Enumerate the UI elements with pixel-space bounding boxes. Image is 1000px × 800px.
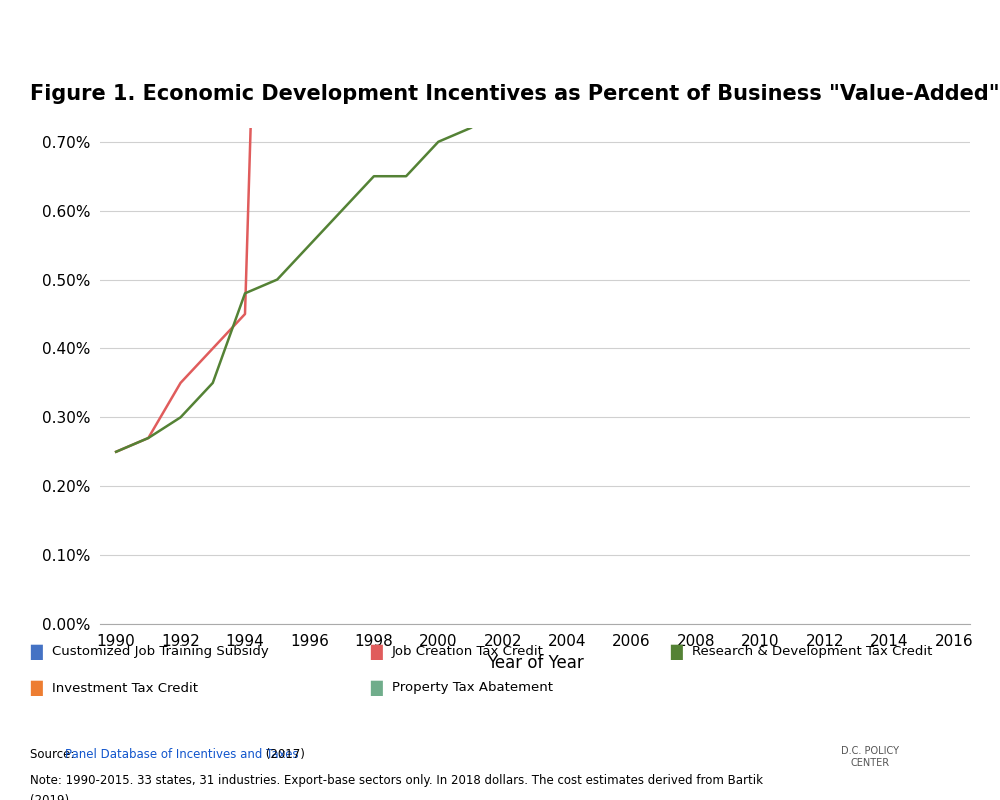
Text: Note: 1990-2015. 33 states, 31 industries. Export-base sectors only. In 2018 dol: Note: 1990-2015. 33 states, 31 industrie… [30,774,763,786]
Text: Job Creation Tax Credit: Job Creation Tax Credit [392,646,544,658]
Text: █: █ [370,680,382,696]
Text: Panel Database of Incentives and Taxes: Panel Database of Incentives and Taxes [65,748,299,761]
Text: █: █ [30,644,42,660]
Text: D.C. POLICY
CENTER: D.C. POLICY CENTER [841,746,899,768]
Text: Investment Tax Credit: Investment Tax Credit [52,682,198,694]
X-axis label: Year of Year: Year of Year [487,654,583,672]
Text: Figure 1. Economic Development Incentives as Percent of Business "Value-Added": Figure 1. Economic Development Incentive… [30,84,1000,104]
Text: Research & Development Tax Credit: Research & Development Tax Credit [692,646,932,658]
Text: Source:: Source: [30,748,78,761]
Text: █: █ [370,644,382,660]
Text: (2017): (2017) [262,748,305,761]
Text: Customized Job Training Subsidy: Customized Job Training Subsidy [52,646,269,658]
Text: █: █ [30,680,42,696]
Text: (2019): (2019) [30,794,69,800]
Text: █: █ [670,644,682,660]
Text: Property Tax Abatement: Property Tax Abatement [392,682,553,694]
